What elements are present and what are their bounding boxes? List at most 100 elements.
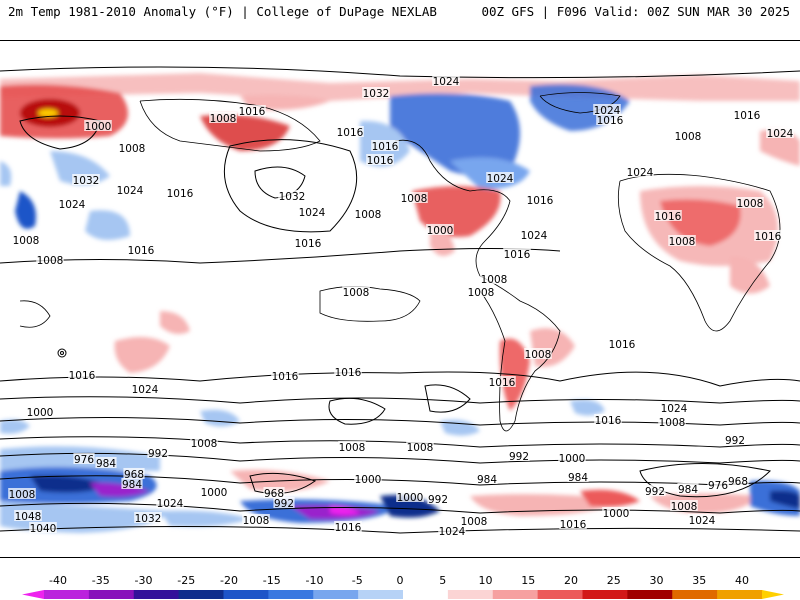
- isobar-label: 1008: [461, 516, 488, 528]
- isobar-label: 1008: [671, 501, 698, 513]
- isobar-label: 1008: [210, 113, 237, 125]
- isobar-label: 1016: [609, 339, 636, 351]
- isobar-label: 1016: [560, 519, 587, 531]
- colorbar-tick-label: -5: [351, 574, 363, 587]
- isobar-label: 968: [728, 476, 748, 488]
- isobar-label: 1024: [661, 403, 688, 415]
- isobar-label: 1040: [30, 523, 57, 535]
- colorbar-segment: [717, 590, 763, 599]
- isobar-label: 992: [148, 448, 168, 460]
- isobar-label: 1016: [527, 195, 554, 207]
- colorbar-tick-label: 40: [735, 574, 749, 587]
- isobar-label: 1024: [117, 185, 144, 197]
- colorbar-segment: [447, 590, 494, 599]
- isobar-label: 1024: [689, 515, 716, 527]
- isobar-label: 1024: [299, 207, 326, 219]
- isobar-label: 1016: [734, 110, 761, 122]
- isobar-label: 992: [645, 486, 665, 498]
- colorbar-segment: [582, 590, 628, 599]
- isobar-label: 992: [428, 494, 448, 506]
- isobar-label: 1000: [355, 474, 382, 486]
- colorbar-segment: [492, 590, 539, 599]
- colorbar-tick-label: 15: [521, 574, 536, 587]
- isobar-label: 1008: [737, 198, 764, 210]
- isobar-label: 1008: [9, 489, 36, 501]
- colorbar-tick-label: 30: [649, 574, 664, 587]
- isobar-label: 1016: [337, 127, 364, 139]
- isobar-label: 1024: [487, 173, 514, 185]
- isobar-label: 1000: [603, 508, 630, 520]
- isobar-label: 1008: [401, 193, 428, 205]
- colorbar-tick-label: 35: [692, 574, 707, 587]
- isobar-label: 1016: [367, 155, 394, 167]
- map-title: 2m Temp 1981-2010 Anomaly (°F) | College…: [8, 4, 437, 19]
- colorbar-segment: [44, 590, 90, 599]
- isobar-label: 1024: [439, 526, 466, 538]
- colorbar-tick-label: -35: [91, 574, 110, 587]
- isobar-label: 1024: [627, 167, 654, 179]
- isobar-label: 1016: [69, 370, 96, 382]
- colorbar-tick-label: -20: [220, 574, 238, 587]
- isobar-label: 1016: [755, 231, 782, 243]
- colorbar-segment: [358, 590, 404, 599]
- temperature-anomaly-map: 1024 1032 1000 1016 1008 1016 1016 1016 1008 1032…: [0, 66, 800, 538]
- isobar-label: 1048: [15, 511, 42, 523]
- isobar-label: 1016: [167, 188, 194, 200]
- map-panel: 1024 1032 1000 1016 1008 1016 1016 1016 1008 1032…: [0, 40, 800, 558]
- isobar-label: 1008: [525, 349, 552, 361]
- isobar-label: 1008: [407, 442, 434, 454]
- isobar-label: 1016: [597, 115, 624, 127]
- isobar-label: 1000: [427, 225, 454, 237]
- isobar-label: 984: [122, 479, 142, 491]
- colorbar-min-arrow: [22, 590, 44, 599]
- colorbar-segment: [672, 590, 718, 599]
- isobar-label: 1024: [132, 384, 159, 396]
- isobar-label: 1008: [37, 255, 64, 267]
- isobar-label: 1016: [335, 522, 362, 534]
- colorbar-tick-label: -15: [262, 574, 281, 587]
- colorbar-segment: [88, 590, 135, 599]
- isobar-label: 1016: [372, 141, 399, 153]
- isobar-label: 1032: [73, 175, 100, 187]
- isobar-label: 1000: [559, 453, 586, 465]
- isobar-label: 1016: [335, 367, 362, 379]
- isobar-label: 1024: [521, 230, 548, 242]
- colorbar-segment: [223, 590, 269, 599]
- isobar-label: 1032: [279, 191, 306, 203]
- isobar-label: 1016: [595, 415, 622, 427]
- model-run-info: 00Z GFS | F096 Valid: 00Z SUN MAR 30 202…: [481, 4, 790, 19]
- isobar-label: 1008: [669, 236, 696, 248]
- isobar-label: 1008: [191, 438, 218, 450]
- isobar-label: 984: [477, 474, 497, 486]
- colorbar-tick-label: -40: [49, 574, 67, 587]
- isobar-label: 1016: [489, 377, 516, 389]
- isobar-labels: 1024 1032 1000 1016 1008 1016 1016 1016 1008 1032…: [8, 75, 794, 538]
- isobar-label: 1000: [201, 487, 228, 499]
- colorbar-segment: [403, 590, 449, 599]
- isobar-label: 1008: [468, 287, 495, 299]
- colorbar-tick-label: -30: [134, 574, 153, 587]
- colorbar-segment: [178, 590, 224, 599]
- isobar-label: 1016: [272, 371, 299, 383]
- isobar-label: 1032: [135, 513, 162, 525]
- isobar-label: 1008: [355, 209, 382, 221]
- isobar-label: 1016: [655, 211, 682, 223]
- isobar-label: 1024: [59, 199, 86, 211]
- isobar-label: 1008: [675, 131, 702, 143]
- colorbar-tick-label: 20: [564, 574, 578, 587]
- color-scale-bar: [22, 590, 784, 599]
- colorbar-tick-label: 5: [439, 574, 447, 587]
- isobar-label: 1008: [243, 515, 270, 527]
- colorbar-tick-label: 10: [478, 574, 493, 587]
- colorbar-tick-label: -25: [177, 574, 196, 587]
- isobar-label: 1008: [339, 442, 366, 454]
- isobar-label: 992: [274, 498, 294, 510]
- colorbar-tick-label: 0: [396, 574, 404, 587]
- colorbar-segment: [133, 590, 180, 599]
- colorbar-max-arrow: [762, 590, 784, 599]
- isobar-label: 1008: [119, 143, 146, 155]
- isobar-label: 1008: [13, 235, 40, 247]
- isobar-label: 1000: [85, 121, 112, 133]
- isobar-label: 1016: [128, 245, 155, 257]
- isobar-label: 1008: [659, 417, 686, 429]
